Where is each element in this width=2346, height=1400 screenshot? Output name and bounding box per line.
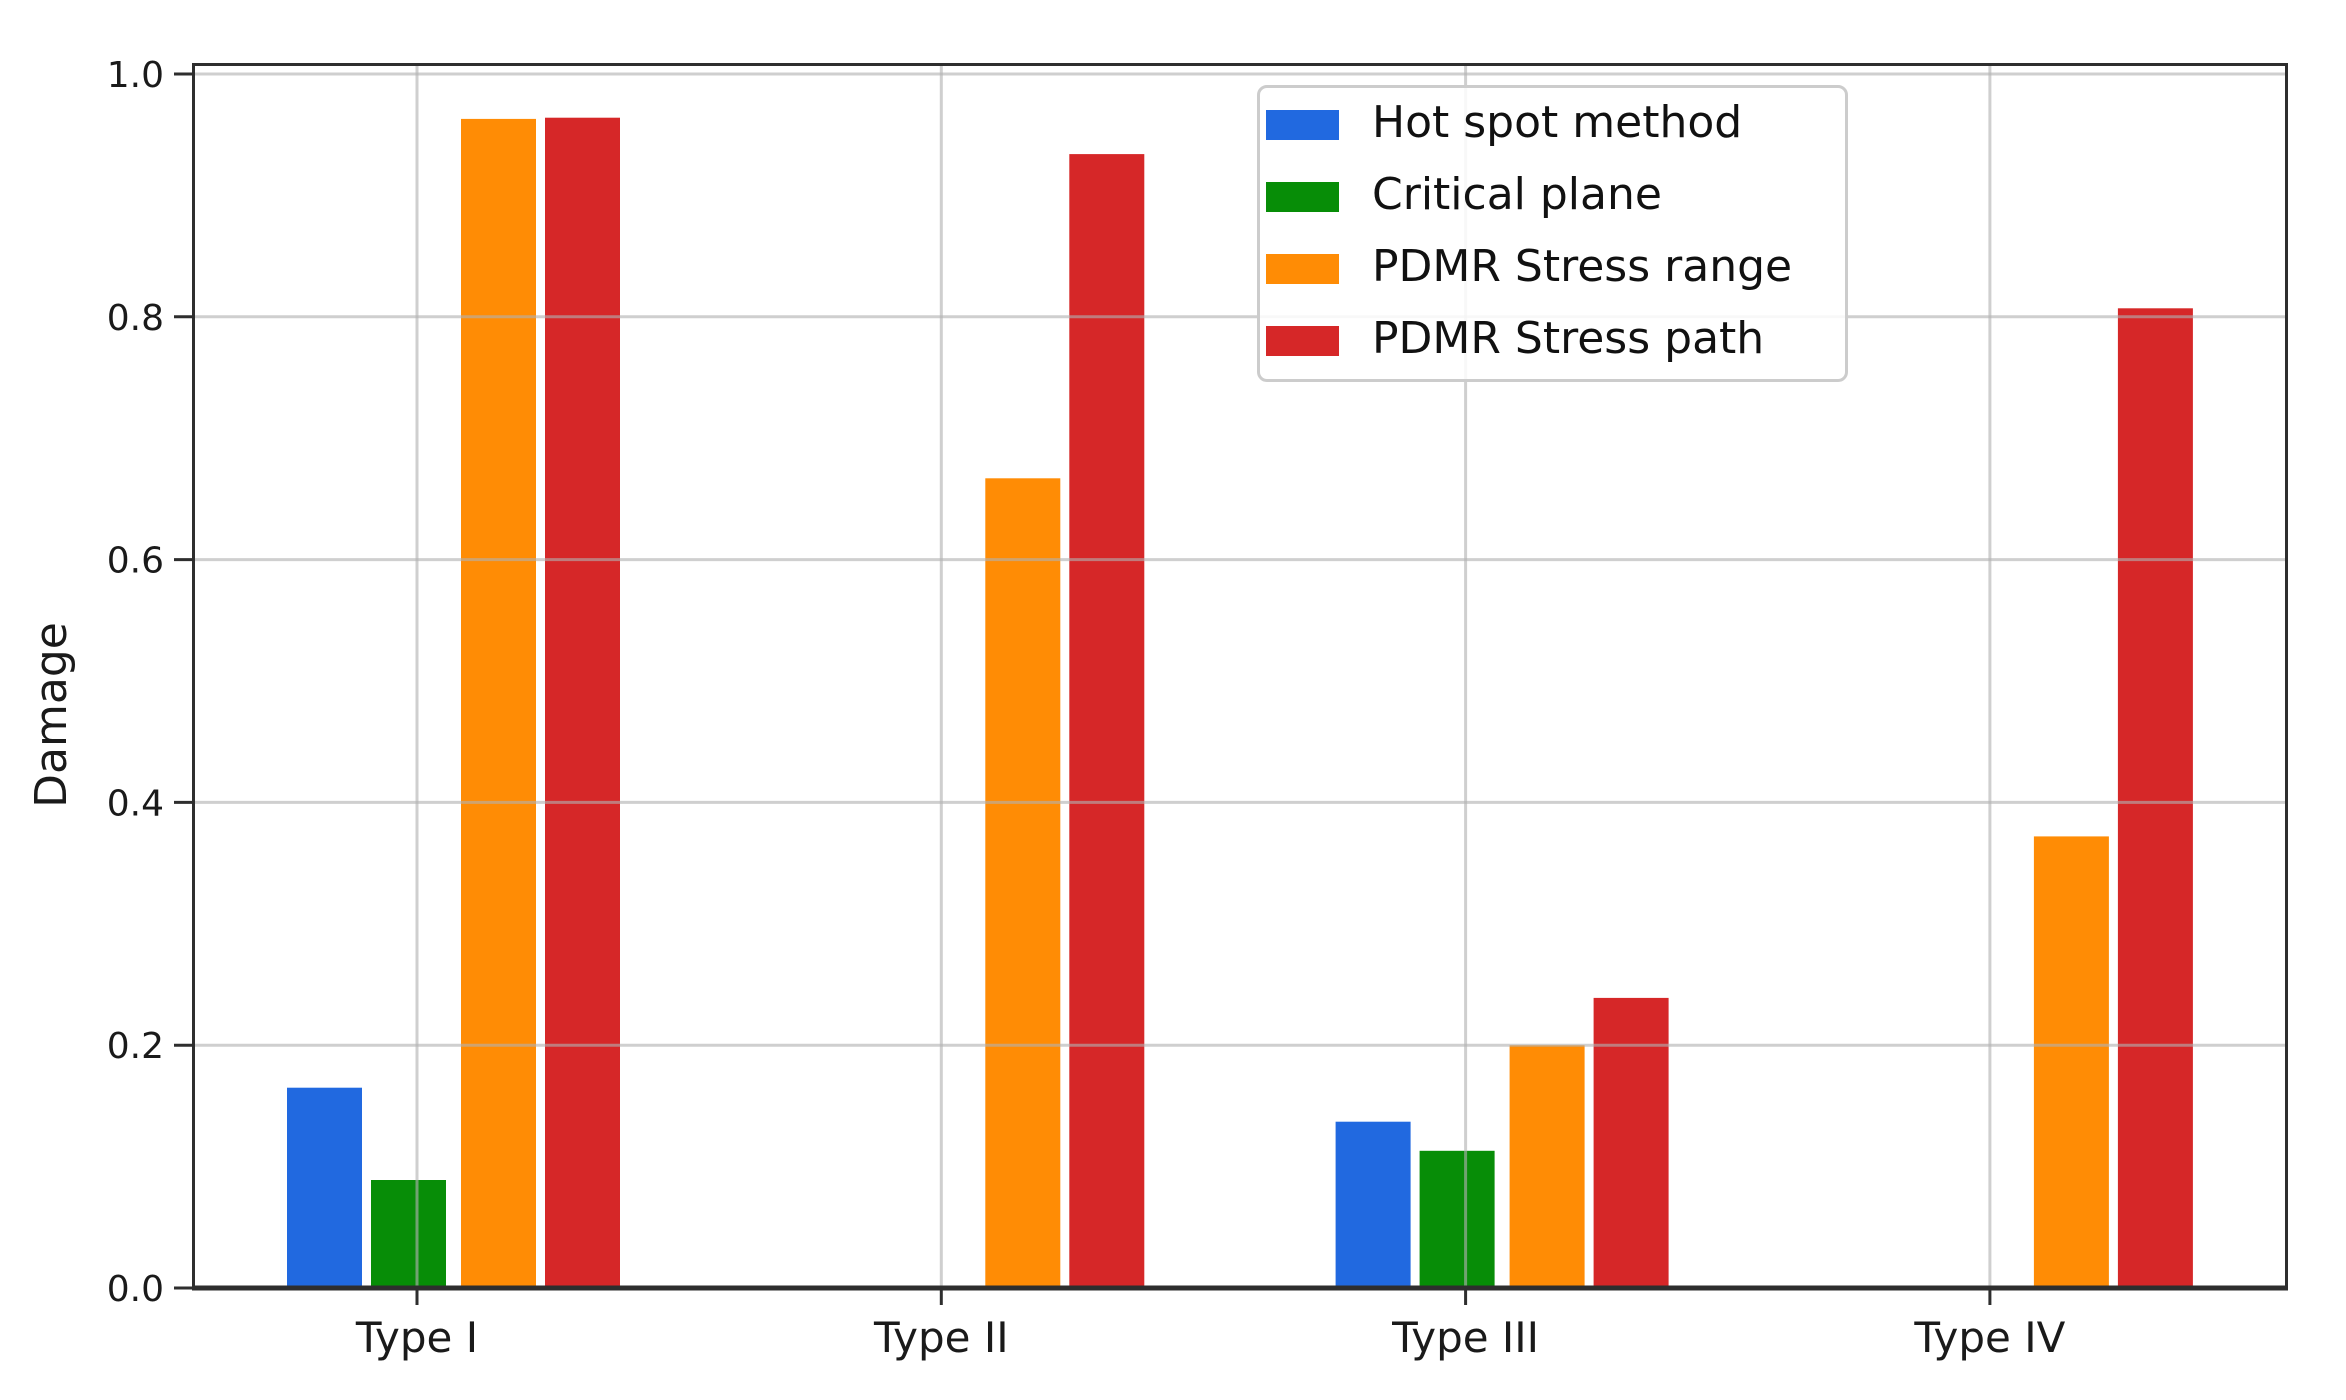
x-tick-label-type-iv: Type IV (1913, 1313, 2065, 1362)
bar-type-i-hot-spot-method (287, 1087, 362, 1288)
legend-swatch-pdmr-stress-range (1266, 254, 1339, 284)
legend-label: PDMR Stress path (1372, 313, 1765, 364)
legend: Hot spot method Critical plane PDMR Stress… (1257, 85, 1848, 382)
bar-type-ii-pdmr-stress-path (1069, 154, 1145, 1289)
x-tick-label-type-iii: Type III (1391, 1313, 1539, 1362)
legend-swatch-hot-spot-method (1266, 110, 1339, 140)
bar-type-ii-pdmr-stress-range (985, 478, 1061, 1288)
y-tick-label-0.8: 0.8 (107, 298, 164, 339)
x-tick-label-type-i: Type I (355, 1313, 478, 1362)
legend-swatch-critical-plane (1266, 182, 1339, 212)
y-tick-label-0.2: 0.2 (107, 1026, 164, 1067)
bar-type-iii-critical-plane (1419, 1150, 1495, 1288)
legend-item-pdmr-stress-path: PDMR Stress path (1266, 305, 1845, 377)
bars-layer (287, 117, 2193, 1289)
y-tick-label-0.4: 0.4 (107, 783, 164, 824)
legend-item-pdmr-stress-range: PDMR Stress range (1266, 233, 1845, 305)
legend-label: Critical plane (1372, 169, 1662, 220)
bar-type-iv-pdmr-stress-range (2033, 836, 2109, 1288)
bar-type-i-critical-plane (371, 1180, 446, 1288)
legend-swatch-pdmr-stress-path (1266, 326, 1339, 356)
y-tick-label-0.0: 0.0 (107, 1269, 164, 1310)
bar-type-iii-pdmr-stress-range (1509, 1045, 1585, 1288)
legend-item-critical-plane: Critical plane (1266, 161, 1845, 233)
bar-type-iv-pdmr-stress-path (2117, 308, 2193, 1288)
y-tick-label-0.6: 0.6 (107, 541, 164, 582)
grid-layer (192, 63, 2288, 1290)
legend-item-hot-spot-method: Hot spot method (1266, 89, 1845, 161)
y-tick-label-1.0: 1.0 (107, 55, 164, 96)
axes-layer: 0.0 0.2 0.4 0.6 0.8 1.0 Type I Type II Type III T… (107, 55, 2288, 1362)
bar-type-i-pdmr-stress-range (461, 118, 536, 1288)
bar-type-i-pdmr-stress-path (545, 117, 620, 1289)
x-tick-label-type-ii: Type II (873, 1313, 1009, 1362)
bar-type-iii-pdmr-stress-path (1593, 997, 1669, 1288)
bar-type-iii-hot-spot-method (1335, 1121, 1411, 1288)
legend-label: Hot spot method (1372, 97, 1743, 148)
legend-label: PDMR Stress range (1372, 241, 1793, 292)
y-axis-label: Damage (26, 622, 77, 808)
